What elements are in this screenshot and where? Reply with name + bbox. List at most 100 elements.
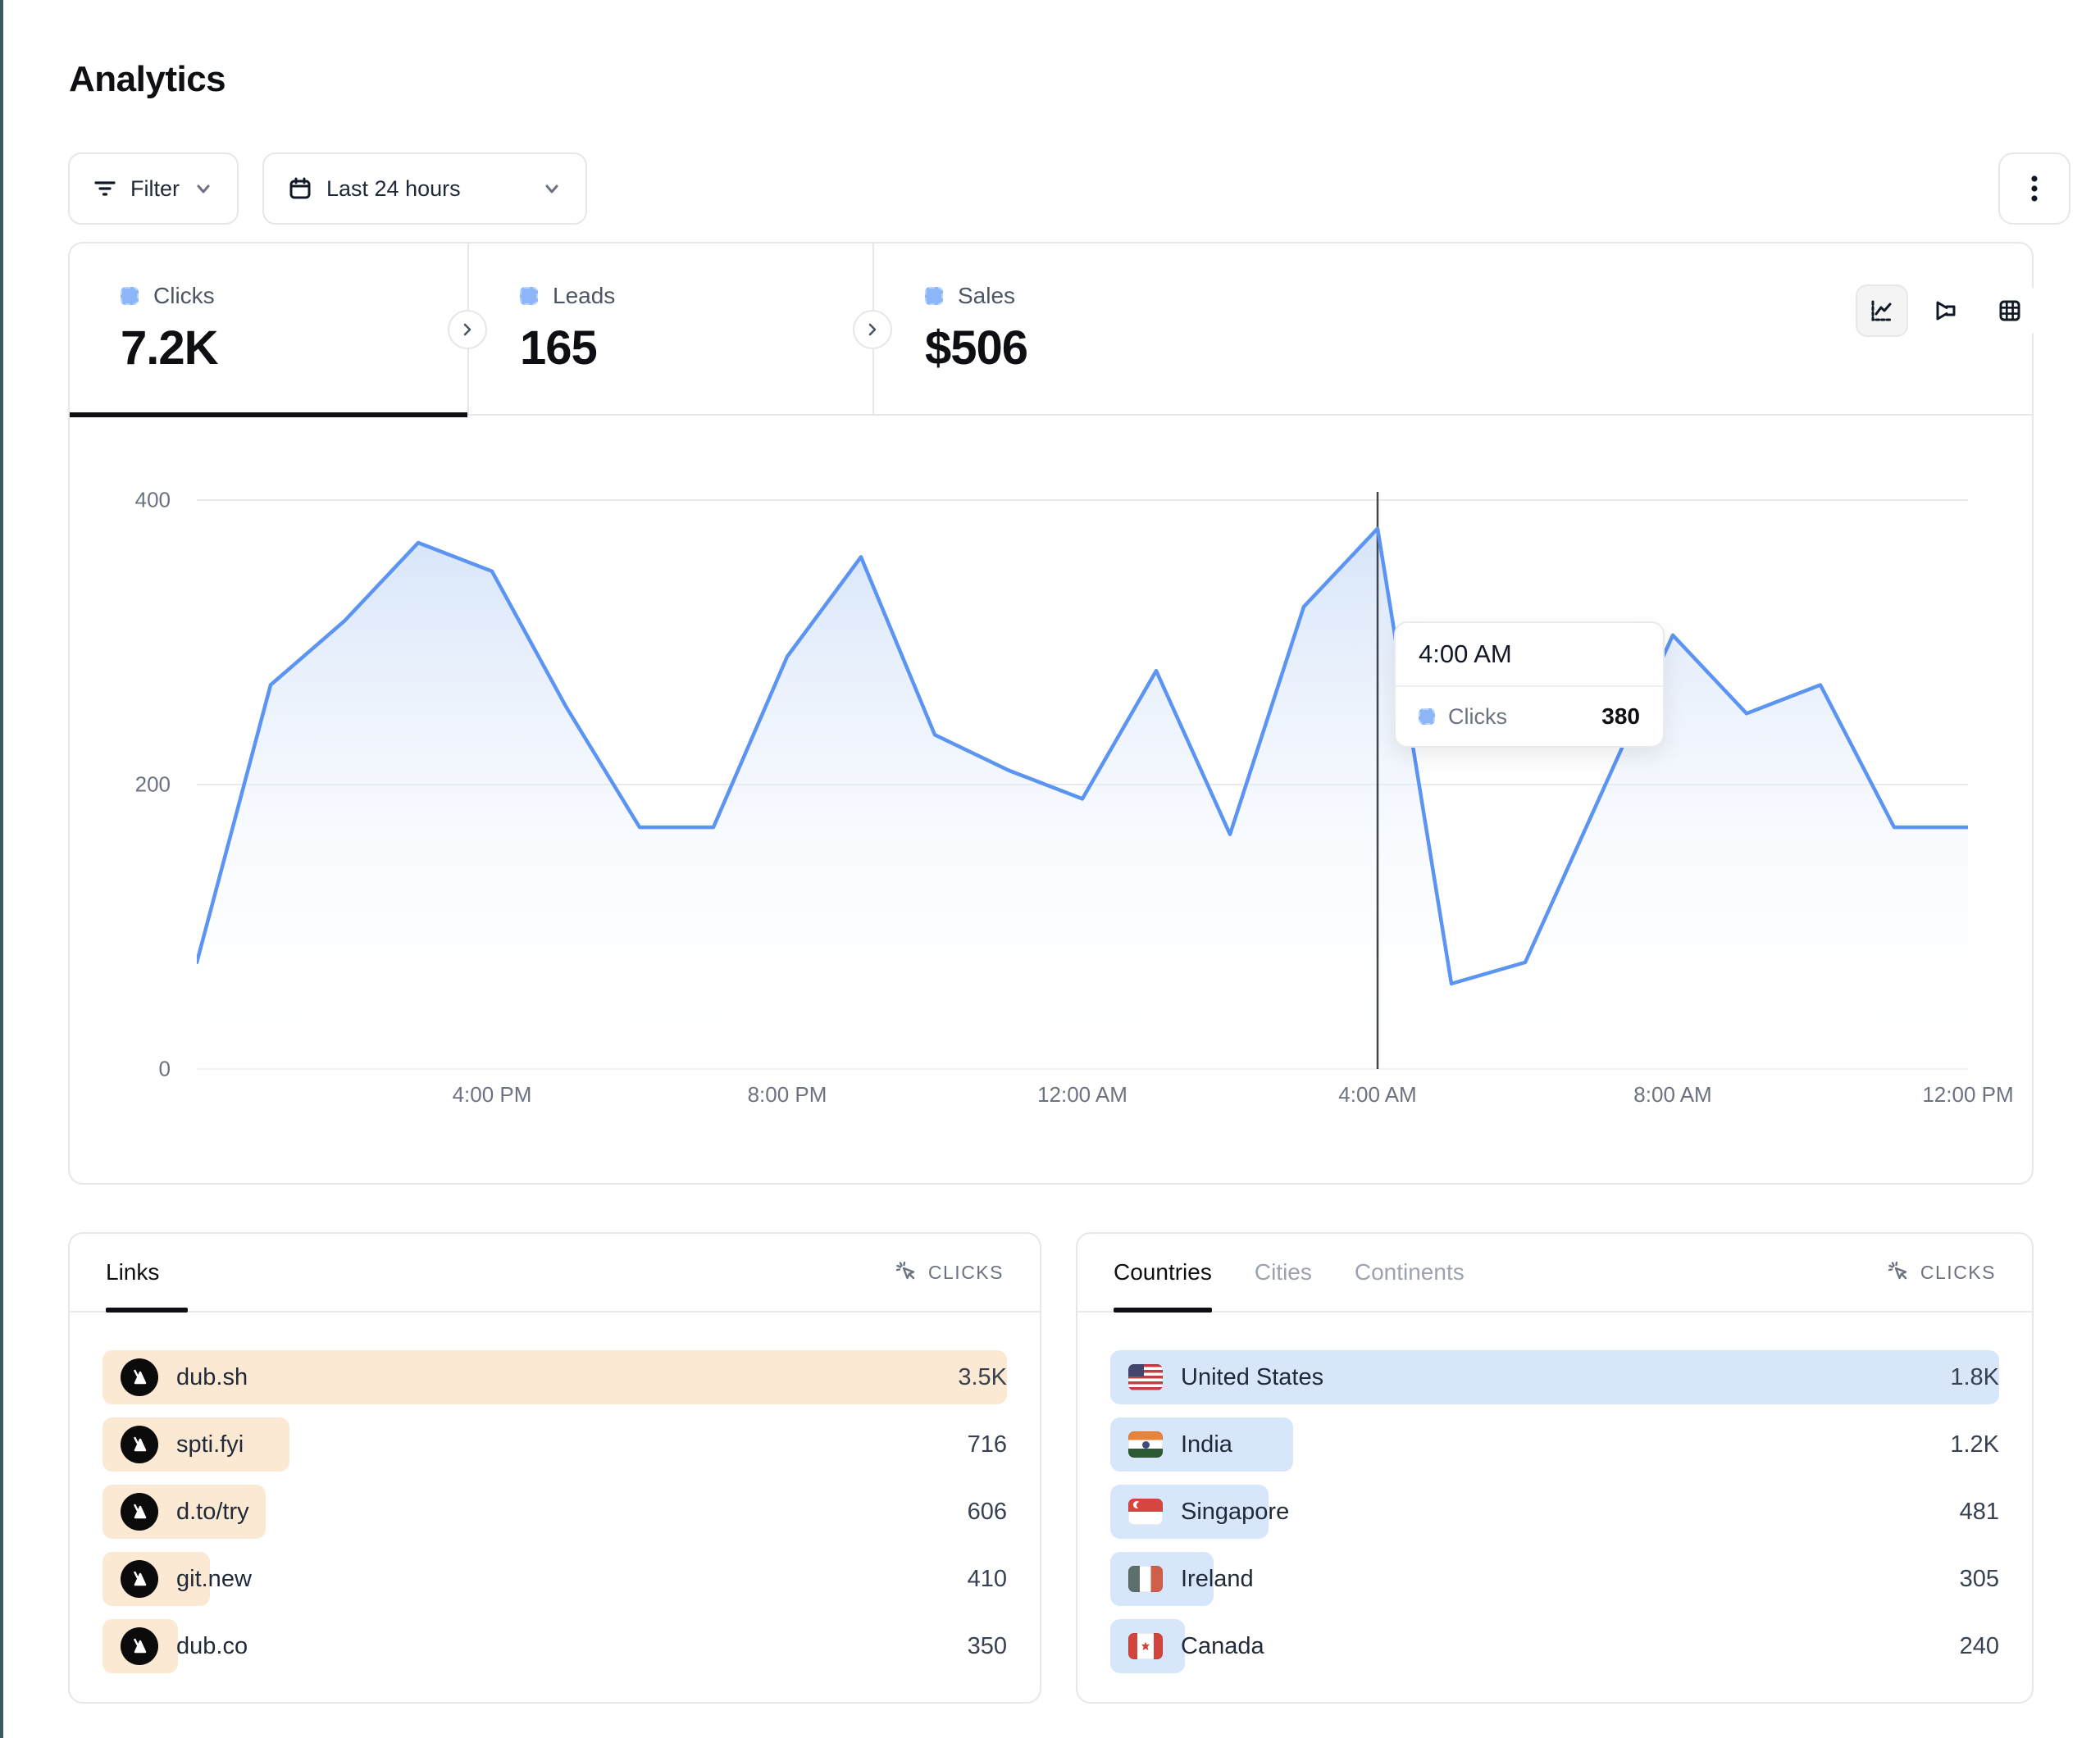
line-chart-view-button[interactable] (1856, 284, 1908, 337)
kebab-icon (2021, 172, 2048, 205)
dub-logo-icon (121, 1560, 158, 1598)
link-row[interactable]: dub.co 350 (102, 1619, 1007, 1673)
active-tab-underline (70, 412, 467, 417)
y-axis-tick: 400 (134, 487, 171, 512)
calendar-icon (287, 175, 313, 202)
links-panel: Links CLICKS dub.sh 3.5K spti.fyi 716 (68, 1232, 1041, 1704)
expand-clicks-chevron-button[interactable] (448, 310, 487, 349)
country-value: 1.2K (1950, 1431, 1999, 1458)
chevron-down-icon (541, 178, 563, 199)
stat-value: 165 (520, 321, 598, 375)
x-axis-tick: 8:00 PM (747, 1082, 827, 1107)
tab-links[interactable]: Links (106, 1234, 189, 1313)
link-row[interactable]: git.new 410 (102, 1552, 1007, 1606)
page-title: Analytics (69, 59, 226, 99)
tooltip-legend-square-icon (1419, 708, 1435, 725)
country-row[interactable]: United States 1.8K (1110, 1350, 1999, 1404)
dub-logo-icon (121, 1426, 158, 1463)
link-label: git.new (176, 1565, 252, 1592)
tooltip-series-label: Clicks (1448, 703, 1507, 729)
tooltip-time: 4:00 AM (1396, 623, 1663, 687)
link-value: 350 (967, 1632, 1007, 1659)
funnel-view-button[interactable] (1920, 284, 1972, 337)
link-row[interactable]: spti.fyi 716 (102, 1417, 1007, 1472)
links-metric-header[interactable]: CLICKS (895, 1261, 1004, 1284)
expand-leads-chevron-button[interactable] (853, 310, 892, 349)
filter-button[interactable]: Filter (68, 152, 239, 225)
singapore-flag-icon (1128, 1499, 1163, 1525)
stat-label: Leads (553, 283, 616, 308)
tab-label: Links (106, 1259, 160, 1285)
clicks-legend-square-icon (121, 287, 139, 305)
link-value: 606 (967, 1498, 1007, 1525)
country-value: 240 (1959, 1632, 1999, 1659)
link-label: d.to/try (176, 1498, 249, 1525)
stat-tab-clicks[interactable]: Clicks 7.2K (70, 243, 467, 417)
more-options-button[interactable] (1998, 152, 2070, 225)
table-view-button[interactable] (1984, 284, 2036, 337)
line-chart-icon (1868, 297, 1896, 325)
y-axis-tick: 200 (134, 771, 171, 797)
country-row[interactable]: Singapore 481 (1110, 1485, 1999, 1539)
metric-label: CLICKS (927, 1261, 1004, 1283)
country-label: Singapore (1181, 1498, 1290, 1525)
country-label: United States (1181, 1363, 1324, 1390)
tab-continents[interactable]: Continents (1355, 1234, 1465, 1311)
country-row[interactable]: Ireland 305 (1110, 1552, 1999, 1606)
country-row[interactable]: India 1.2K (1110, 1417, 1999, 1472)
tab-cities[interactable]: Cities (1255, 1234, 1312, 1311)
page-edge-accent (0, 0, 3, 1738)
grid-icon (1996, 297, 2024, 325)
link-label: dub.co (176, 1632, 248, 1659)
stat-value: $506 (925, 321, 1028, 375)
link-row[interactable]: dub.sh 3.5K (102, 1350, 1007, 1404)
ireland-flag-icon (1128, 1566, 1163, 1592)
x-axis-tick: 4:00 PM (452, 1082, 532, 1107)
stat-tab-leads[interactable]: Leads 165 (469, 243, 872, 416)
x-axis-tick: 12:00 PM (1922, 1082, 2014, 1107)
countries-metric-header[interactable]: CLICKS (1888, 1261, 1996, 1284)
stats-row: Clicks 7.2K Leads 165 Sales (70, 243, 2036, 417)
clicks-area-chart[interactable] (197, 456, 1968, 1079)
y-axis-tick: 0 (158, 1056, 171, 1081)
country-label: Canada (1181, 1632, 1264, 1659)
country-value: 1.8K (1950, 1363, 1999, 1390)
chart-tooltip: 4:00 AM Clicks 380 (1394, 621, 1665, 748)
us-flag-icon (1128, 1364, 1163, 1390)
country-row[interactable]: Canada 240 (1110, 1619, 1999, 1673)
dub-logo-icon (121, 1493, 158, 1531)
country-label: India (1181, 1431, 1232, 1458)
chart-type-toggle (1856, 284, 2036, 337)
link-row[interactable]: d.to/try 606 (102, 1485, 1007, 1539)
tab-countries[interactable]: Countries (1114, 1234, 1212, 1313)
dub-logo-icon (121, 1627, 158, 1665)
canada-flag-icon (1128, 1633, 1163, 1659)
x-axis-tick: 4:00 AM (1338, 1082, 1417, 1107)
date-range-button[interactable]: Last 24 hours (262, 152, 587, 225)
leads-legend-square-icon (520, 287, 538, 305)
stat-value: 7.2K (121, 321, 219, 375)
chevron-down-icon (193, 178, 214, 199)
dub-logo-icon (121, 1358, 158, 1396)
row-bar (1110, 1350, 1999, 1404)
country-value: 305 (1959, 1565, 1999, 1592)
sales-legend-square-icon (925, 287, 943, 305)
country-label: Ireland (1181, 1565, 1254, 1592)
funnel-icon (1932, 297, 1960, 325)
row-bar (102, 1350, 1007, 1404)
tab-label: Continents (1354, 1259, 1465, 1285)
date-range-label: Last 24 hours (326, 175, 461, 201)
stat-label: Clicks (153, 283, 215, 308)
country-value: 481 (1959, 1498, 1999, 1525)
link-label: spti.fyi (176, 1431, 244, 1458)
cursor-click-icon (1888, 1261, 1911, 1284)
stat-tab-sales[interactable]: Sales $506 (874, 243, 1301, 416)
tab-label: Cities (1254, 1259, 1312, 1285)
link-label: dub.sh (176, 1363, 248, 1390)
cursor-click-icon (895, 1261, 918, 1284)
filter-icon (93, 176, 117, 201)
tab-label: Countries (1114, 1259, 1212, 1285)
link-value: 410 (967, 1565, 1007, 1592)
tooltip-value: 380 (1601, 703, 1640, 729)
stat-label: Sales (958, 283, 1016, 308)
